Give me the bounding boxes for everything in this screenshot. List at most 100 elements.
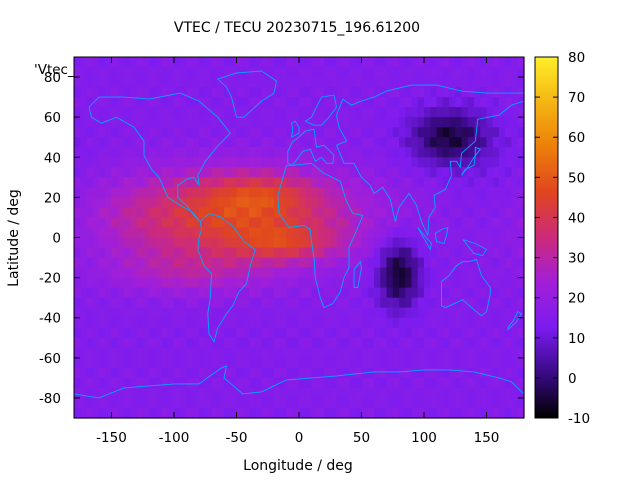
heatmap-area xyxy=(74,57,525,419)
heatmap-cell xyxy=(355,127,363,138)
heatmap-cell xyxy=(149,227,156,239)
heatmap-cell xyxy=(205,147,213,158)
heatmap-cell xyxy=(99,387,106,399)
heatmap-cell xyxy=(205,377,213,389)
heatmap-cell xyxy=(180,167,188,178)
heatmap-cell xyxy=(149,107,156,118)
heatmap-cell xyxy=(467,137,475,148)
heatmap-cell xyxy=(92,317,100,329)
heatmap-cell xyxy=(380,217,388,229)
heatmap-cell xyxy=(92,67,100,78)
heatmap-cell xyxy=(105,107,113,118)
heatmap-cell xyxy=(299,297,306,309)
heatmap-cell xyxy=(267,367,275,379)
heatmap-cell xyxy=(242,167,250,178)
heatmap-cell xyxy=(286,197,294,209)
heatmap-cell xyxy=(374,77,381,88)
heatmap-cell xyxy=(199,67,206,78)
heatmap-cell xyxy=(480,207,488,219)
heatmap-cell xyxy=(174,317,181,329)
heatmap-cell xyxy=(511,197,519,209)
heatmap-cell xyxy=(336,377,344,389)
heatmap-cell xyxy=(349,87,356,98)
heatmap-cell xyxy=(461,337,469,349)
heatmap-cell xyxy=(167,77,175,88)
heatmap-cell xyxy=(224,127,231,138)
heatmap-cell xyxy=(99,207,106,219)
heatmap-cell xyxy=(455,227,463,239)
heatmap-cell xyxy=(374,237,381,249)
heatmap-cell xyxy=(117,157,125,168)
heatmap-cell xyxy=(361,207,369,219)
heatmap-cell xyxy=(217,347,225,359)
heatmap-cell xyxy=(299,217,306,229)
heatmap-cell xyxy=(449,227,456,239)
heatmap-cell xyxy=(480,297,488,309)
heatmap-cell xyxy=(149,287,156,299)
y-axis-label: Latitude / deg xyxy=(6,189,22,287)
heatmap-cell xyxy=(230,377,238,389)
heatmap-cell xyxy=(386,357,394,369)
heatmap-cell xyxy=(167,167,175,178)
heatmap-cell xyxy=(80,77,88,88)
heatmap-cell xyxy=(417,387,425,399)
heatmap-cell xyxy=(317,247,325,259)
heatmap-cell xyxy=(236,337,244,349)
heatmap-cell xyxy=(361,397,369,409)
heatmap-cell xyxy=(392,197,400,209)
heatmap-cell xyxy=(130,297,138,309)
heatmap-cell xyxy=(342,97,350,108)
heatmap-cell xyxy=(430,307,438,319)
heatmap-cell xyxy=(474,317,481,329)
heatmap-cell xyxy=(455,237,463,249)
heatmap-cell xyxy=(142,157,150,168)
heatmap-cell xyxy=(467,77,475,88)
heatmap-cell xyxy=(174,217,181,229)
heatmap-cell xyxy=(461,357,469,369)
heatmap-cell xyxy=(174,337,181,349)
heatmap-cell xyxy=(317,107,325,118)
heatmap-cell xyxy=(111,107,119,118)
heatmap-cell xyxy=(299,387,306,399)
heatmap-cell xyxy=(130,177,138,188)
heatmap-cell xyxy=(449,337,456,349)
heatmap-cell xyxy=(192,347,200,359)
heatmap-cell xyxy=(374,407,381,419)
heatmap-cell xyxy=(267,137,275,148)
heatmap-cell xyxy=(167,347,175,359)
heatmap-cell xyxy=(511,87,519,98)
heatmap-cell xyxy=(417,307,425,319)
heatmap-cell xyxy=(161,177,169,188)
heatmap-cell xyxy=(374,337,381,349)
heatmap-cell xyxy=(386,127,394,138)
heatmap-cell xyxy=(249,67,256,78)
heatmap-cell xyxy=(436,357,444,369)
heatmap-cell xyxy=(511,407,519,419)
heatmap-cell xyxy=(486,87,494,98)
heatmap-cell xyxy=(99,297,106,309)
heatmap-cell xyxy=(111,157,119,168)
heatmap-cell xyxy=(449,377,456,389)
heatmap-cell xyxy=(430,277,438,289)
heatmap-cell xyxy=(274,257,281,269)
heatmap-cell xyxy=(217,87,225,98)
heatmap-cell xyxy=(274,247,281,259)
heatmap-cell xyxy=(117,207,125,219)
heatmap-cell xyxy=(249,217,256,229)
heatmap-cell xyxy=(324,307,331,319)
heatmap-cell xyxy=(311,307,319,319)
heatmap-cell xyxy=(230,337,238,349)
heatmap-cell xyxy=(105,97,113,108)
heatmap-cell xyxy=(424,397,431,409)
heatmap-cell xyxy=(311,247,319,259)
heatmap-cell xyxy=(499,167,506,178)
heatmap-cell xyxy=(255,97,263,108)
heatmap-cell xyxy=(311,237,319,249)
heatmap-cell xyxy=(392,117,400,128)
heatmap-cell xyxy=(105,367,113,379)
colorbar-tick-label: 10 xyxy=(568,331,585,347)
heatmap-cell xyxy=(499,267,506,279)
coastline xyxy=(507,311,523,331)
heatmap-cell xyxy=(149,297,156,309)
heatmap-cell xyxy=(517,337,525,349)
